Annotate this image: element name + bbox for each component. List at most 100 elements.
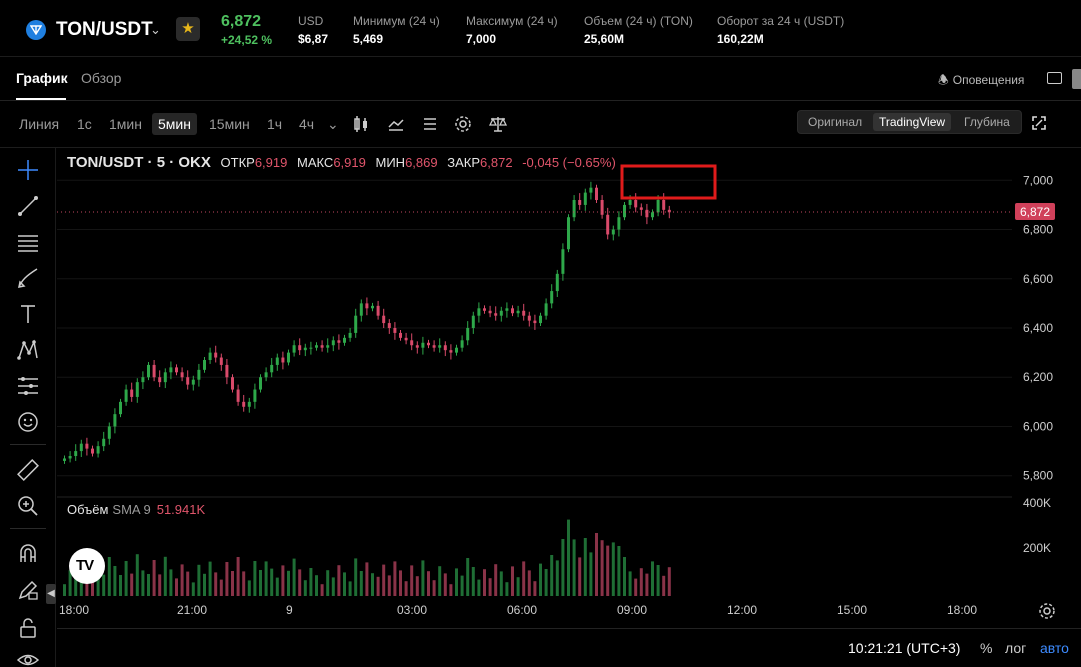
volume-bar: [483, 569, 486, 596]
eye-icon[interactable]: [16, 648, 40, 667]
candle-body: [421, 342, 425, 348]
volume-bar: [589, 552, 593, 596]
candle-body: [477, 308, 481, 316]
legend-high-label: МАКС: [297, 155, 334, 170]
tab-chart[interactable]: График: [16, 70, 68, 86]
legend-high: 6,919: [333, 155, 366, 170]
volume-bar: [561, 539, 565, 596]
drawing-toolbar: ◀: [0, 148, 56, 667]
chart-canvas[interactable]: 7,000 6,800 6,600 6,400 6,200 6,000 5,800 400K 2…: [57, 148, 1081, 628]
volume-bar: [242, 571, 246, 596]
volume-bar: [466, 558, 470, 596]
log-scale-toggle[interactable]: лог: [1005, 640, 1027, 656]
timeframe-5m[interactable]: 5мин: [152, 113, 197, 135]
volume-bar: [656, 565, 660, 596]
view-tradingview[interactable]: TradingView: [873, 113, 952, 131]
stat-high: Максимум (24 ч) 7,000: [466, 14, 558, 46]
chart-area[interactable]: 7,000 6,800 6,600 6,400 6,200 6,000 5,800 400K 2…: [57, 148, 1081, 628]
candle-body: [533, 320, 537, 324]
volume-bar: [645, 573, 649, 596]
pair-selector[interactable]: TON/USDT: [56, 19, 153, 40]
timeframe-4h[interactable]: 4ч: [299, 116, 315, 132]
ton-logo-icon: [26, 20, 46, 40]
fullscreen-icon[interactable]: [1032, 116, 1046, 130]
time-axis-label: 12:00: [727, 603, 757, 617]
timeframe-1m[interactable]: 1мин: [109, 116, 142, 132]
volume-bar: [371, 573, 374, 596]
volume-bar: [494, 564, 498, 596]
last-price: 6,872: [221, 13, 262, 30]
volume-bar: [617, 546, 621, 596]
percent-scale-toggle[interactable]: %: [980, 640, 993, 656]
auto-scale-toggle[interactable]: авто: [1040, 640, 1069, 656]
candle-body: [85, 443, 89, 449]
magnet-icon[interactable]: [16, 542, 40, 566]
candle-body: [639, 207, 643, 210]
chevron-down-icon[interactable]: ⌄: [150, 22, 161, 37]
trend-line-icon[interactable]: [16, 194, 40, 218]
candle-body: [662, 200, 666, 210]
favorite-star-icon[interactable]: ★: [176, 17, 200, 41]
timeframe-15m[interactable]: 15мин: [209, 116, 250, 132]
text-icon[interactable]: [16, 302, 40, 326]
clock[interactable]: 10:21:21 (UTC+3): [848, 640, 961, 656]
chart-view-switch: Оригинал TradingView Глубина: [797, 110, 1022, 134]
lock-pencil-icon[interactable]: [16, 578, 40, 602]
candle-body: [567, 217, 570, 250]
volume-bar: [63, 584, 66, 596]
candle-body: [359, 303, 363, 316]
view-original[interactable]: Оригинал: [808, 115, 863, 129]
candle-body: [651, 212, 654, 218]
candle-body: [589, 187, 593, 193]
fib-icon[interactable]: [16, 230, 40, 254]
candle-body: [275, 357, 279, 365]
brush-icon[interactable]: [16, 266, 40, 290]
timeframe-more-chevron-icon[interactable]: ⌄: [327, 116, 339, 132]
candle-body: [393, 328, 397, 333]
candle-body: [281, 357, 285, 363]
candle-body: [611, 229, 615, 235]
candle-body: [79, 443, 83, 452]
tab-overview[interactable]: Обзор: [81, 70, 122, 86]
settings-gear-icon[interactable]: [453, 114, 473, 134]
chart-settings-gear-icon[interactable]: [1038, 602, 1056, 620]
zoom-icon[interactable]: [16, 494, 40, 518]
side-panel-handle[interactable]: [1072, 69, 1081, 89]
candle-body: [63, 458, 66, 461]
candle-body: [135, 382, 139, 397]
candle-body: [191, 379, 195, 385]
highlight-box: [620, 164, 717, 200]
volume-bar: [169, 569, 173, 596]
studies-list-icon[interactable]: [420, 114, 440, 134]
volume-bar: [421, 560, 425, 596]
collapse-toolbar-chevron-icon[interactable]: ◀: [46, 584, 56, 604]
volume-bar: [219, 579, 223, 596]
timeframe-1s[interactable]: 1с: [77, 116, 92, 132]
lock-icon[interactable]: [16, 616, 40, 640]
timeframe-1h[interactable]: 1ч: [267, 116, 283, 132]
pattern-icon[interactable]: [16, 338, 40, 362]
alerts-button[interactable]: 🕭 Оповещения: [938, 71, 1024, 92]
crosshair-icon[interactable]: [16, 158, 40, 182]
volume-axis-label: 200K: [1023, 541, 1051, 555]
volume-bar: [522, 561, 526, 596]
price-change: +24,52 %: [221, 33, 273, 47]
ruler-icon[interactable]: [16, 458, 40, 482]
candle-body: [483, 308, 486, 311]
timeframe-line[interactable]: Линия: [19, 116, 60, 132]
candle-body: [74, 451, 78, 456]
measure-icon[interactable]: [16, 374, 40, 398]
emoji-icon[interactable]: [16, 410, 40, 434]
candle-body: [449, 350, 453, 353]
view-depth[interactable]: Глубина: [964, 115, 1010, 129]
candle-body: [376, 305, 380, 316]
compare-scale-icon[interactable]: [488, 114, 508, 134]
volume-bar: [135, 554, 139, 596]
candle-type-icon[interactable]: [351, 114, 371, 134]
tradingview-logo-icon[interactable]: TV: [69, 548, 105, 584]
candle-body: [102, 438, 106, 447]
layout-icon[interactable]: [1047, 72, 1062, 84]
volume-bar: [354, 558, 358, 596]
indicators-icon[interactable]: [386, 114, 406, 134]
candle-body: [539, 315, 542, 324]
